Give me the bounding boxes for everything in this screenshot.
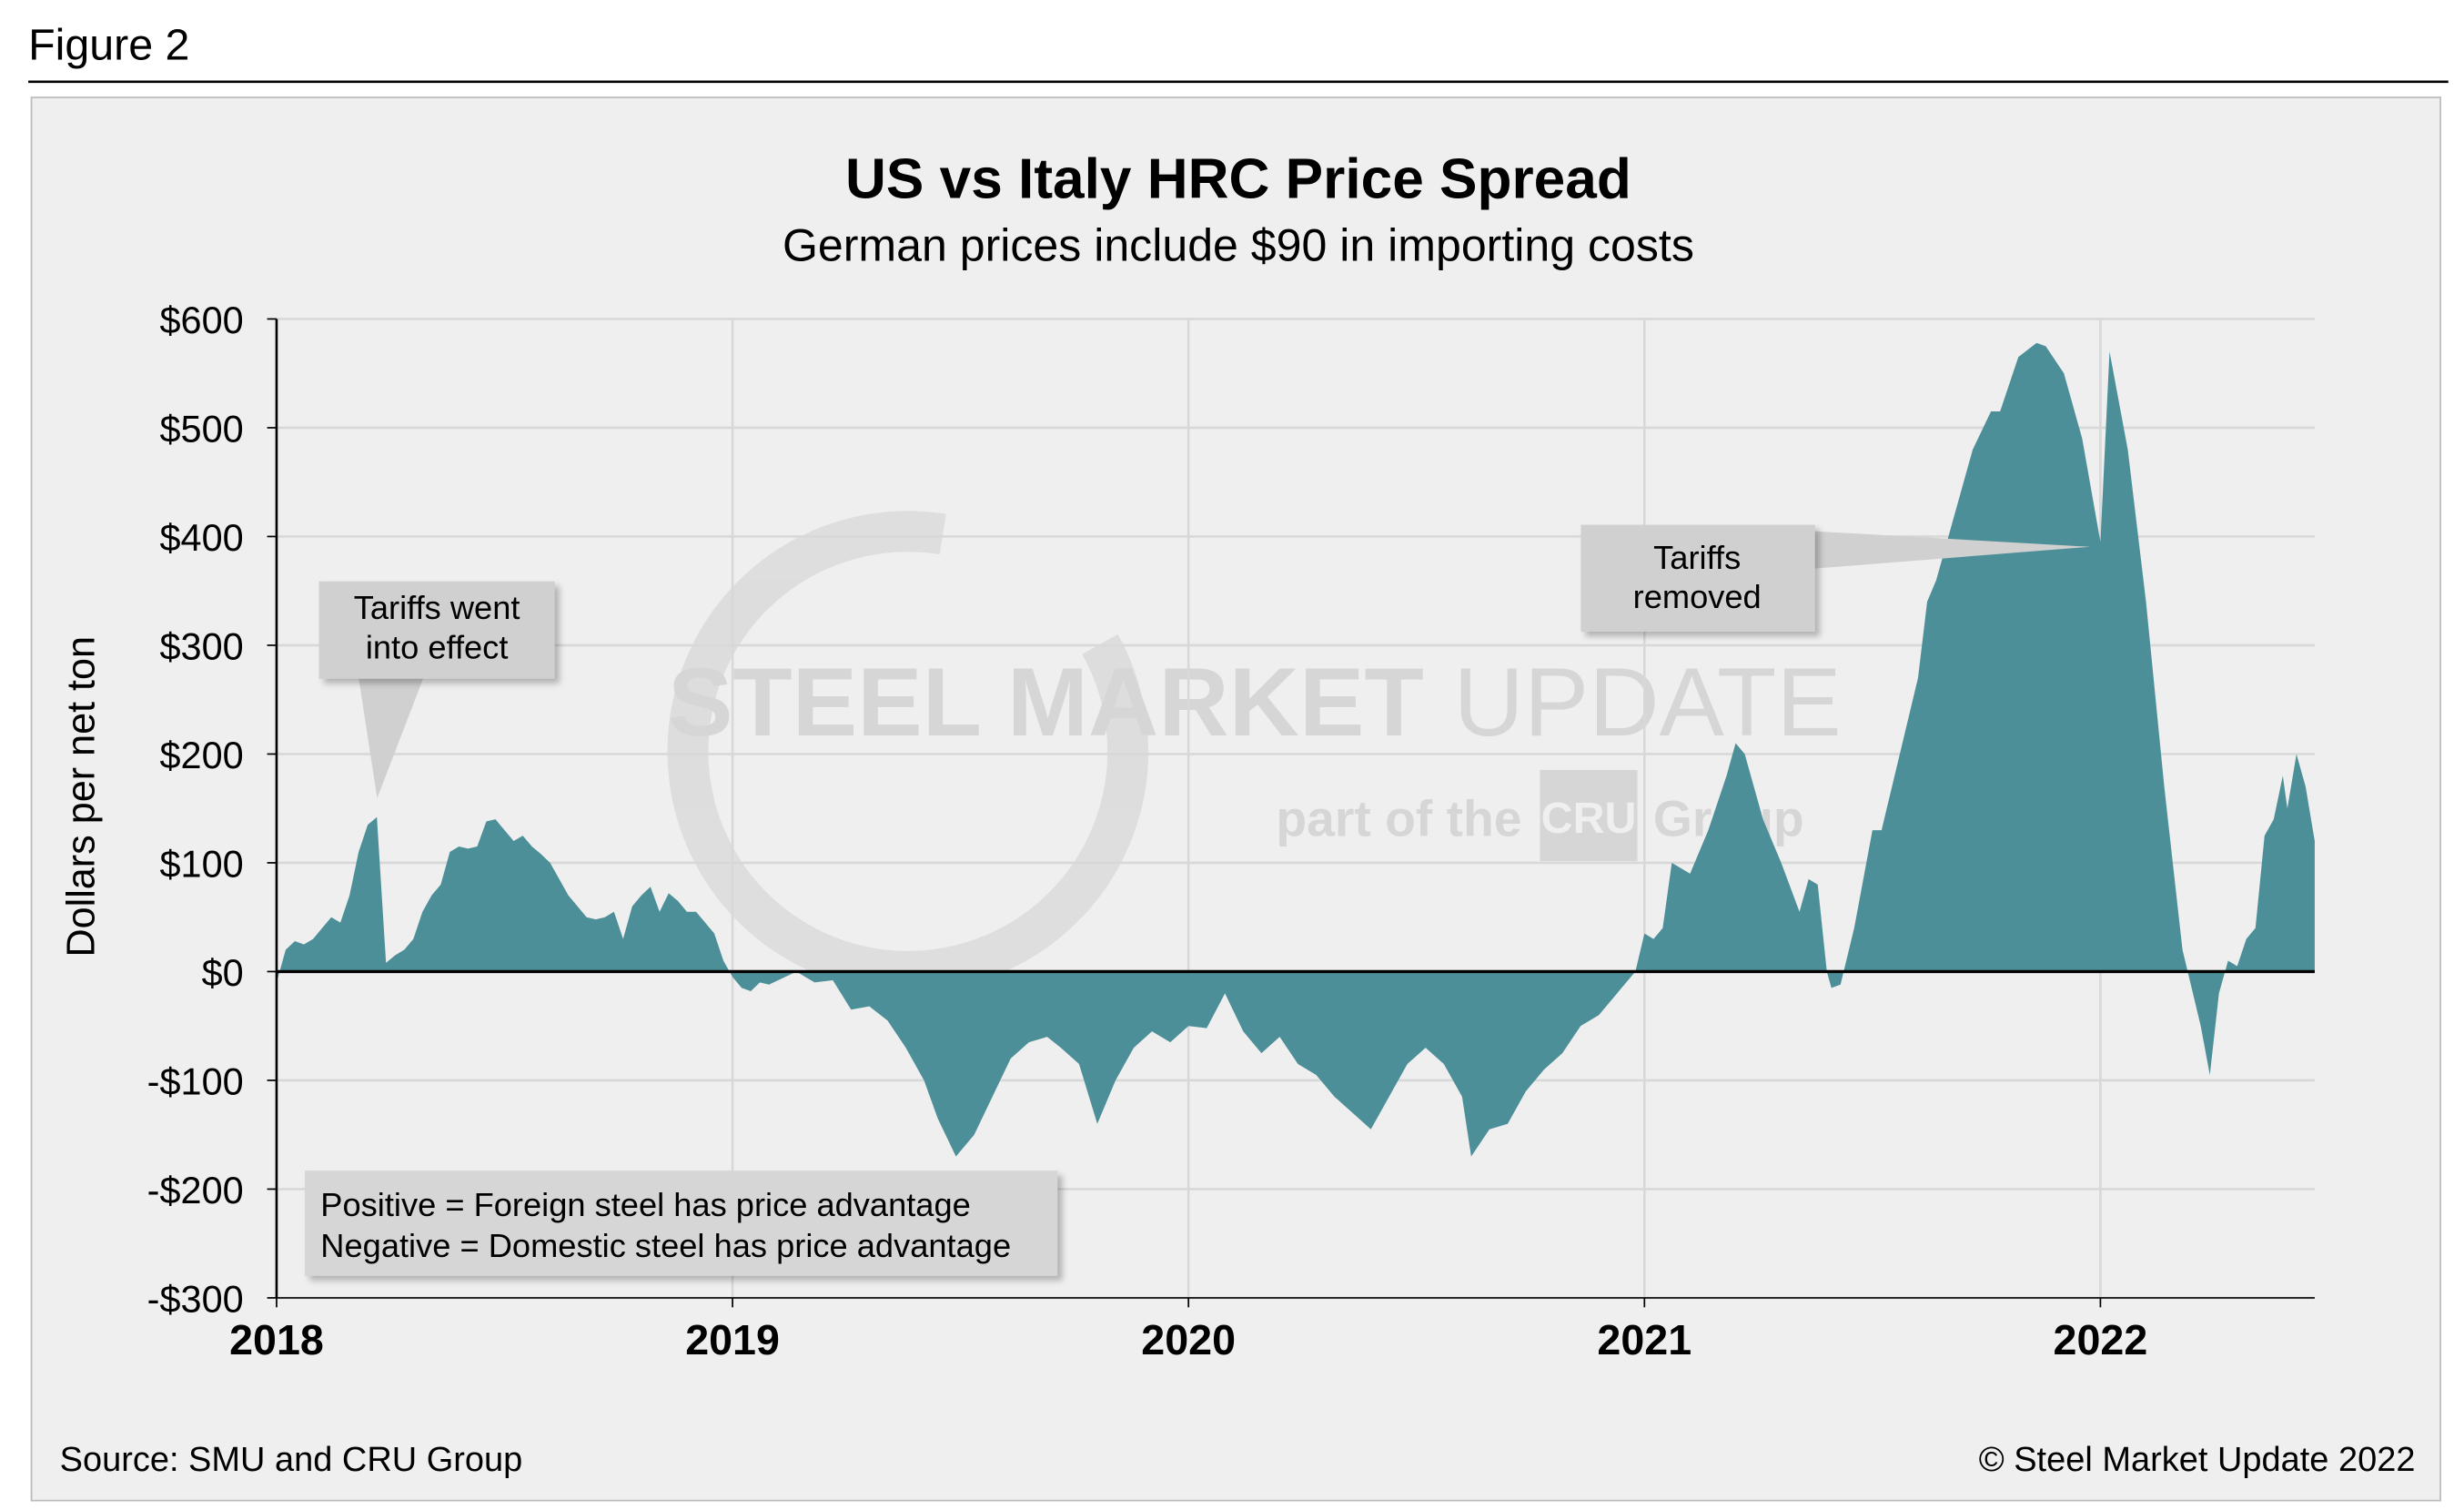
chart-title: US vs Italy HRC Price Spread bbox=[845, 148, 1631, 211]
y-tick-label: -$100 bbox=[147, 1059, 244, 1102]
watermark-arc bbox=[667, 511, 1148, 992]
annotation: Tariffs went bbox=[354, 589, 520, 626]
x-tick-label: 2020 bbox=[1141, 1316, 1236, 1363]
source: Source: SMU and CRU Group bbox=[60, 1441, 523, 1479]
area bbox=[276, 342, 2315, 1157]
y-tick-label: -$200 bbox=[147, 1169, 244, 1211]
watermark-cru-box bbox=[1540, 769, 1638, 862]
chart-subtitle: German prices include $90 in importing c… bbox=[783, 220, 1694, 271]
annotation: Tariffs bbox=[1653, 539, 1741, 576]
note: Positive = Foreign steel has price advan… bbox=[320, 1186, 971, 1223]
note: Negative = Domestic steel has price adva… bbox=[320, 1227, 1011, 1264]
callout-pointer bbox=[358, 675, 425, 798]
x-tick-label: 2021 bbox=[1597, 1316, 1691, 1363]
callout-pointer bbox=[1812, 531, 2090, 569]
y-tick-label: $300 bbox=[159, 624, 243, 667]
watermark-cru: CRU bbox=[1541, 794, 1637, 843]
annotation: into effect bbox=[366, 628, 509, 665]
axes: -$300 -$200 -$100 $0 $100 $200 $300 $400 $500 $60… bbox=[147, 299, 2315, 1363]
y-tick-label: $0 bbox=[202, 951, 244, 994]
watermark-tagline: part of the bbox=[1276, 790, 1521, 846]
y-tick-label: $400 bbox=[159, 516, 243, 559]
watermark-brand: STEEL MARKET bbox=[668, 647, 1424, 756]
x-tick-label: 2018 bbox=[229, 1316, 324, 1363]
y-axis-label: Dollars per net ton bbox=[60, 636, 104, 958]
x-tick-label: 2019 bbox=[685, 1316, 780, 1363]
y-tick-label: $100 bbox=[159, 842, 243, 885]
figure-label: Figure 2 bbox=[28, 21, 189, 70]
callout-box bbox=[318, 581, 555, 679]
annotation: removed bbox=[1633, 578, 1762, 615]
y-tick-label: $600 bbox=[159, 299, 243, 341]
watermark: STEEL MARKET UPDATE part of the CRU Grou… bbox=[667, 511, 1842, 992]
watermark-brand2: UPDATE bbox=[1454, 647, 1842, 756]
callout-box bbox=[1580, 524, 1815, 632]
y-tick-label: $200 bbox=[159, 734, 243, 776]
y-tick-label: -$300 bbox=[147, 1277, 244, 1320]
y-tick-label: $500 bbox=[159, 407, 243, 450]
x-tick-label: 2022 bbox=[2054, 1316, 2148, 1363]
copyright: © Steel Market Update 2022 bbox=[1979, 1441, 2416, 1479]
note-box bbox=[305, 1171, 1058, 1276]
plot bbox=[276, 342, 2315, 1157]
